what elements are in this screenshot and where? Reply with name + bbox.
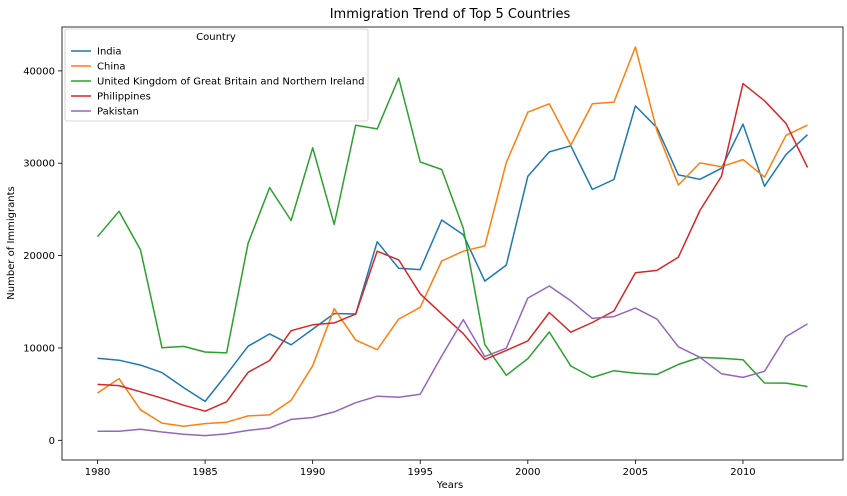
series-line-united-kingdom-of-great-britain-and-northern-ireland	[96, 77, 808, 388]
x-tick-label: 2005	[623, 467, 648, 478]
legend-label: Pakistan	[97, 107, 139, 118]
x-axis-ticks: 1980 1985 1990 1995 2000 2005 2010	[85, 460, 756, 478]
y-tick-label: 10000	[23, 343, 55, 354]
legend-label: China	[97, 62, 126, 73]
series-line-pakistan	[97, 285, 808, 437]
x-tick-label: 2000	[515, 467, 540, 478]
legend-box	[64, 28, 369, 122]
series-line-philippines	[97, 82, 809, 412]
x-tick-label: 1990	[300, 467, 325, 478]
x-axis-label: Years	[436, 480, 463, 491]
series-lines	[96, 46, 809, 437]
x-tick-label: 1985	[192, 467, 217, 478]
legend: Country India China United Kingdom of Grea…	[64, 28, 369, 122]
legend-entries: India China United Kingdom of Great Britai…	[71, 47, 365, 118]
y-tick-label: 20000	[23, 251, 55, 262]
series-line-china	[97, 46, 808, 427]
legend-label: United Kingdom of Great Britain and Nort…	[97, 77, 365, 88]
y-tick-label: 0	[49, 436, 55, 447]
y-axis-ticks: 0 10000 20000 30000 40000	[23, 66, 62, 447]
series-line-india	[97, 105, 809, 403]
x-tick-label: 1980	[85, 467, 110, 478]
y-axis-label: Number of Immigrants	[6, 186, 17, 299]
legend-title: Country	[196, 32, 236, 43]
legend-label: India	[97, 47, 122, 58]
plot-frame	[61, 26, 844, 461]
y-tick-label: 40000	[23, 66, 55, 77]
y-tick-label: 30000	[23, 159, 55, 170]
x-tick-label: 2010	[730, 467, 755, 478]
chart-title: Immigration Trend of Top 5 Countries	[330, 7, 571, 22]
legend-label: Philippines	[97, 92, 151, 103]
x-tick-label: 1995	[408, 467, 433, 478]
